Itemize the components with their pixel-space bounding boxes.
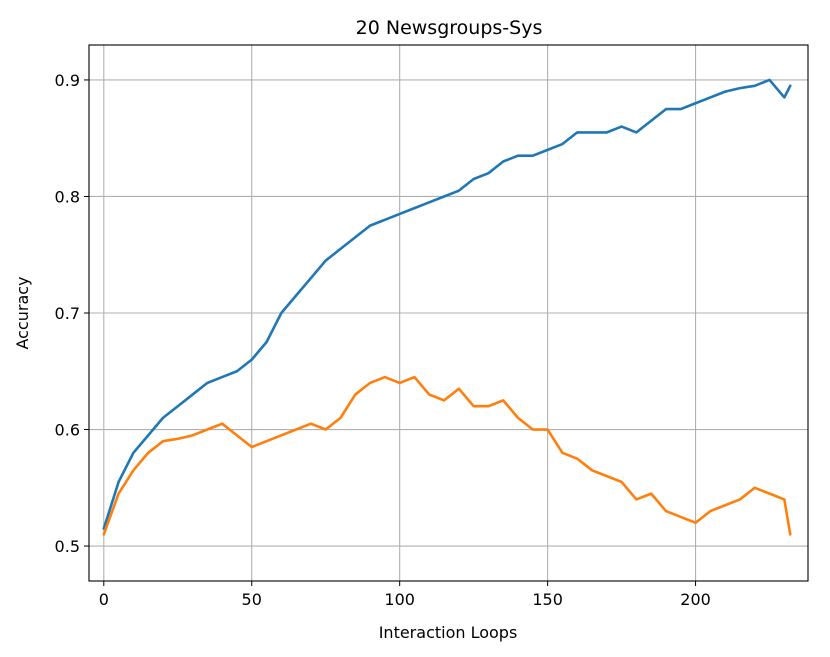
y-tick-label: 0.5 (55, 537, 80, 556)
x-tick-label: 50 (242, 590, 262, 609)
series-line-1 (102, 78, 792, 530)
grid (89, 45, 808, 581)
x-tick-label: 200 (680, 590, 711, 609)
axis-ticks: 0 50 100 150 200 0.5 0.6 0.7 0.8 0.9 (55, 71, 711, 609)
x-tick-label: 150 (532, 590, 563, 609)
x-tick-label: 0 (99, 590, 109, 609)
y-axis-label: Accuracy (13, 276, 32, 349)
y-tick-label: 0.6 (55, 421, 80, 440)
y-tick-label: 0.9 (55, 71, 80, 90)
series-lines (102, 78, 792, 536)
y-tick-label: 0.8 (55, 187, 80, 206)
x-axis-label: Interaction Loops (379, 623, 518, 642)
x-tick-label: 100 (384, 590, 415, 609)
chart-title: 20 Newsgroups-Sys (356, 17, 543, 39)
series-line-2 (102, 375, 792, 536)
y-tick-label: 0.7 (55, 304, 80, 323)
plot-frame (88, 44, 809, 582)
